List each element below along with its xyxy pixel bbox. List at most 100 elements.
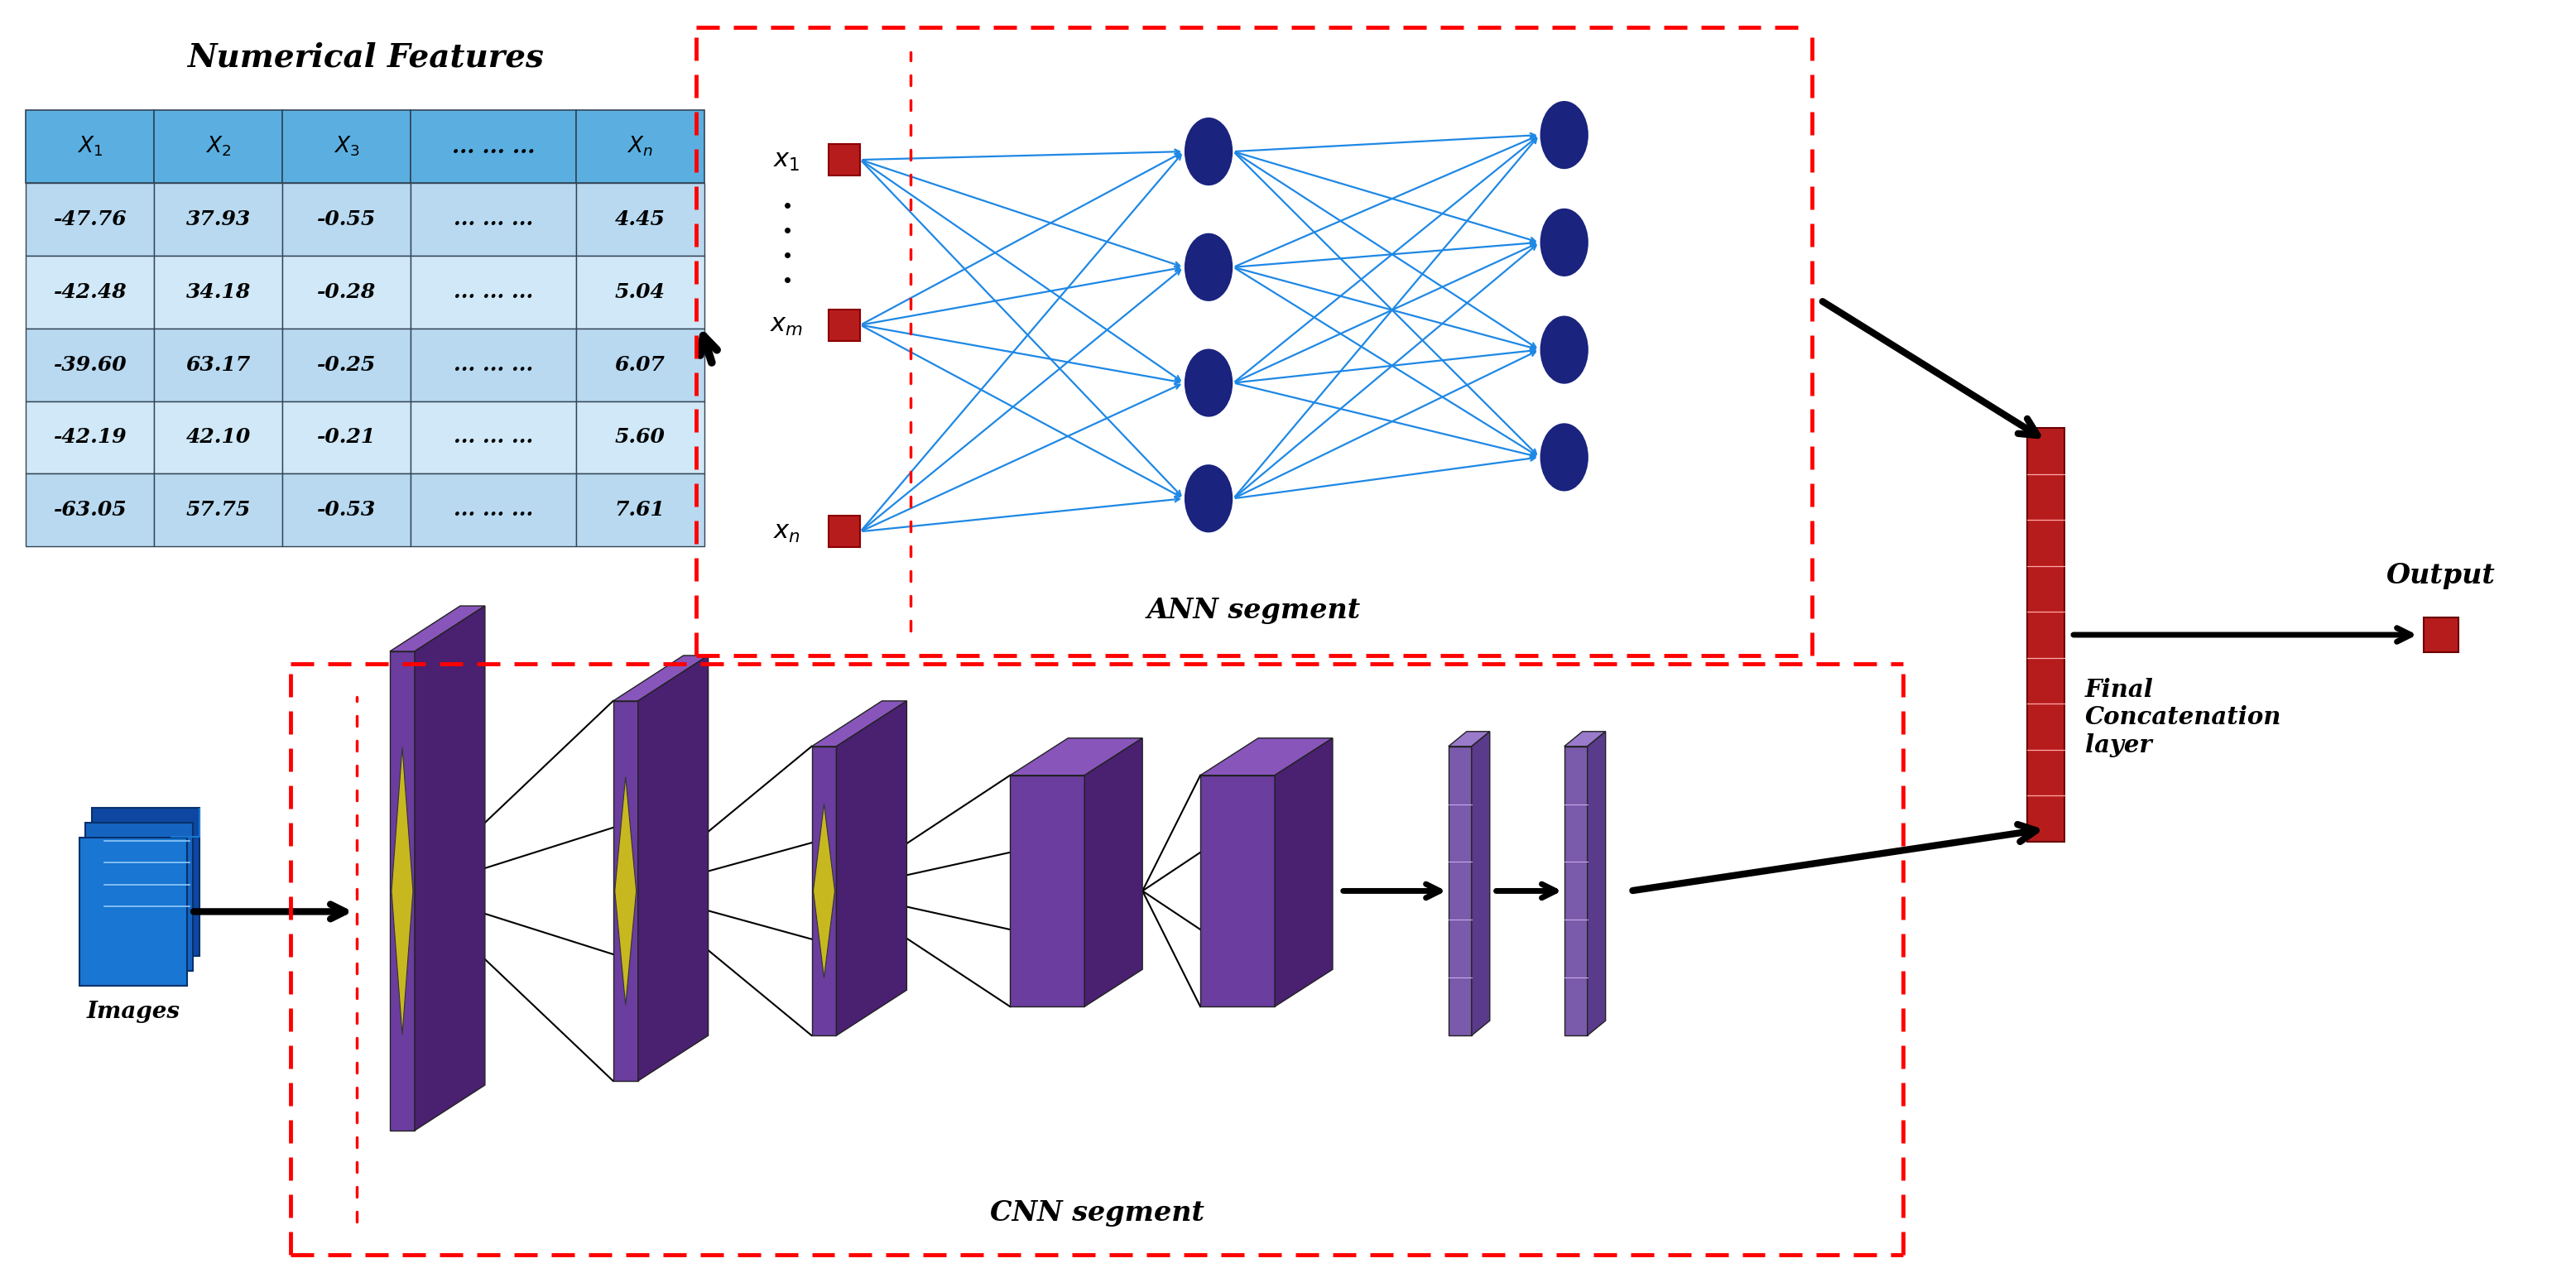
Bar bbox=[2424, 618, 2458, 652]
Bar bbox=[155, 110, 283, 183]
Text: 6.07: 6.07 bbox=[616, 355, 665, 374]
Text: ... ... ...: ... ... ... bbox=[453, 209, 533, 230]
Text: -63.05: -63.05 bbox=[54, 500, 126, 520]
Text: 34.18: 34.18 bbox=[185, 281, 250, 302]
Text: 4.45: 4.45 bbox=[616, 209, 665, 230]
Polygon shape bbox=[1564, 747, 1587, 1036]
Text: $x_m$: $x_m$ bbox=[770, 312, 804, 337]
Text: ... ... ...: ... ... ... bbox=[453, 427, 533, 448]
Text: ANN segment: ANN segment bbox=[1146, 596, 1360, 624]
Bar bbox=[283, 256, 410, 328]
Polygon shape bbox=[1200, 775, 1275, 1007]
Ellipse shape bbox=[1540, 208, 1589, 278]
Text: -0.55: -0.55 bbox=[317, 209, 376, 230]
Text: $x_1$: $x_1$ bbox=[773, 147, 801, 172]
Text: $X_2$: $X_2$ bbox=[206, 134, 232, 158]
Bar bbox=[93, 808, 198, 956]
Text: ... ... ...: ... ... ... bbox=[453, 281, 533, 302]
Bar bbox=[155, 328, 283, 401]
Polygon shape bbox=[1084, 738, 1141, 1007]
Bar bbox=[26, 328, 155, 401]
Polygon shape bbox=[1448, 732, 1489, 747]
Bar bbox=[155, 474, 283, 547]
Bar bbox=[155, 183, 283, 256]
Bar bbox=[2027, 429, 2063, 842]
Bar bbox=[26, 256, 155, 328]
Polygon shape bbox=[616, 777, 636, 1006]
Text: 5.04: 5.04 bbox=[616, 281, 665, 302]
Polygon shape bbox=[392, 747, 412, 1035]
Text: $X_n$: $X_n$ bbox=[626, 134, 654, 158]
Text: ... ... ...: ... ... ... bbox=[453, 500, 533, 520]
Text: -47.76: -47.76 bbox=[54, 209, 126, 230]
Polygon shape bbox=[814, 804, 835, 978]
Bar bbox=[829, 309, 860, 341]
Bar bbox=[577, 256, 703, 328]
Bar bbox=[283, 474, 410, 547]
Text: CNN segment: CNN segment bbox=[989, 1200, 1203, 1227]
Polygon shape bbox=[613, 701, 639, 1080]
Bar bbox=[26, 110, 155, 183]
Text: Final
Concatenation
layer: Final Concatenation layer bbox=[2084, 677, 2282, 757]
Bar bbox=[26, 401, 155, 474]
Text: Images: Images bbox=[88, 1000, 180, 1023]
Text: 42.10: 42.10 bbox=[185, 427, 250, 448]
Bar bbox=[283, 110, 410, 183]
Polygon shape bbox=[1587, 732, 1605, 1036]
Polygon shape bbox=[1275, 738, 1332, 1007]
Text: -0.21: -0.21 bbox=[317, 427, 376, 448]
Bar bbox=[410, 474, 577, 547]
Polygon shape bbox=[1471, 732, 1489, 1036]
Polygon shape bbox=[639, 656, 708, 1080]
Bar bbox=[26, 474, 155, 547]
Text: 5.60: 5.60 bbox=[616, 427, 665, 448]
Bar bbox=[577, 110, 703, 183]
Text: 7.61: 7.61 bbox=[616, 500, 665, 520]
Polygon shape bbox=[415, 606, 484, 1131]
Bar bbox=[410, 183, 577, 256]
Text: 63.17: 63.17 bbox=[185, 355, 250, 374]
Text: -42.19: -42.19 bbox=[54, 427, 126, 448]
Ellipse shape bbox=[1540, 422, 1589, 492]
Bar bbox=[410, 328, 577, 401]
Bar bbox=[283, 401, 410, 474]
Text: 57.75: 57.75 bbox=[185, 500, 250, 520]
Bar bbox=[829, 145, 860, 175]
Polygon shape bbox=[1200, 738, 1332, 775]
Bar bbox=[577, 474, 703, 547]
Text: $X_3$: $X_3$ bbox=[332, 134, 361, 158]
Bar bbox=[577, 183, 703, 256]
Polygon shape bbox=[613, 656, 708, 701]
Bar bbox=[85, 823, 193, 971]
Bar bbox=[410, 256, 577, 328]
Text: 37.93: 37.93 bbox=[185, 209, 250, 230]
Text: -39.60: -39.60 bbox=[54, 355, 126, 374]
Bar bbox=[283, 183, 410, 256]
Text: -0.28: -0.28 bbox=[317, 281, 376, 302]
Polygon shape bbox=[1010, 775, 1084, 1007]
Text: Output: Output bbox=[2385, 562, 2496, 590]
Polygon shape bbox=[389, 652, 415, 1131]
Bar bbox=[410, 401, 577, 474]
Bar bbox=[577, 328, 703, 401]
Text: Numerical Features: Numerical Features bbox=[185, 42, 544, 74]
Polygon shape bbox=[811, 701, 907, 747]
Text: -42.48: -42.48 bbox=[54, 281, 126, 302]
Polygon shape bbox=[1448, 747, 1471, 1036]
Bar bbox=[155, 256, 283, 328]
Bar bbox=[26, 183, 155, 256]
Bar bbox=[829, 516, 860, 548]
Text: -0.25: -0.25 bbox=[317, 355, 376, 374]
Ellipse shape bbox=[1185, 117, 1234, 186]
Text: ... ... ...: ... ... ... bbox=[453, 355, 533, 374]
Bar bbox=[577, 401, 703, 474]
Text: $X_1$: $X_1$ bbox=[77, 134, 103, 158]
Polygon shape bbox=[837, 701, 907, 1036]
Bar bbox=[410, 110, 577, 183]
Text: $x_n$: $x_n$ bbox=[773, 519, 801, 544]
Ellipse shape bbox=[1185, 464, 1234, 534]
Polygon shape bbox=[811, 747, 837, 1036]
Text: -0.53: -0.53 bbox=[317, 500, 376, 520]
Ellipse shape bbox=[1185, 349, 1234, 417]
Bar bbox=[80, 837, 188, 987]
